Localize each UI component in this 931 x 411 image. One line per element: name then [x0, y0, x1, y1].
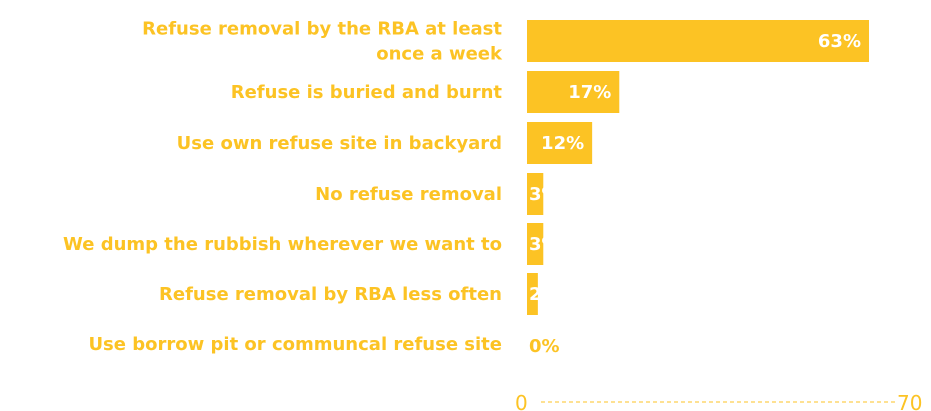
value-labels: 63% 17% 12% 3% 3% 2% 0%	[529, 31, 861, 357]
value-label-3: 3%	[529, 184, 560, 205]
value-label-1: 17%	[568, 82, 611, 103]
bar-2	[527, 122, 593, 164]
x-tick-label-0: 0	[515, 391, 528, 411]
bar-3	[527, 173, 544, 215]
value-label-0: 63%	[818, 31, 861, 52]
category-label-3: No refuse removal	[315, 184, 502, 205]
value-label-2: 12%	[541, 133, 584, 154]
bar-4	[527, 223, 544, 265]
x-axis: 0 70	[515, 391, 922, 411]
bar-0	[527, 20, 869, 62]
value-label-5: 2%	[529, 284, 560, 305]
bars	[527, 20, 869, 315]
bar-1	[527, 71, 620, 113]
value-label-6: 0%	[529, 336, 560, 357]
category-label-1: Refuse is buried and burnt	[231, 82, 503, 103]
category-label-4: We dump the rubbish wherever we want to	[63, 234, 502, 255]
category-label-2: Use own refuse site in backyard	[177, 133, 502, 154]
category-label-0: Refuse removal by the RBA at least once a…	[142, 19, 503, 65]
x-tick-label-1: 70	[897, 391, 922, 411]
category-labels: Refuse removal by the RBA at least once a…	[63, 19, 503, 356]
value-label-4: 3%	[529, 234, 560, 255]
category-label-5: Refuse removal by RBA less often	[159, 284, 502, 305]
category-label-6: Use borrow pit or communcal refuse site	[88, 334, 502, 355]
bar-5	[527, 273, 538, 315]
